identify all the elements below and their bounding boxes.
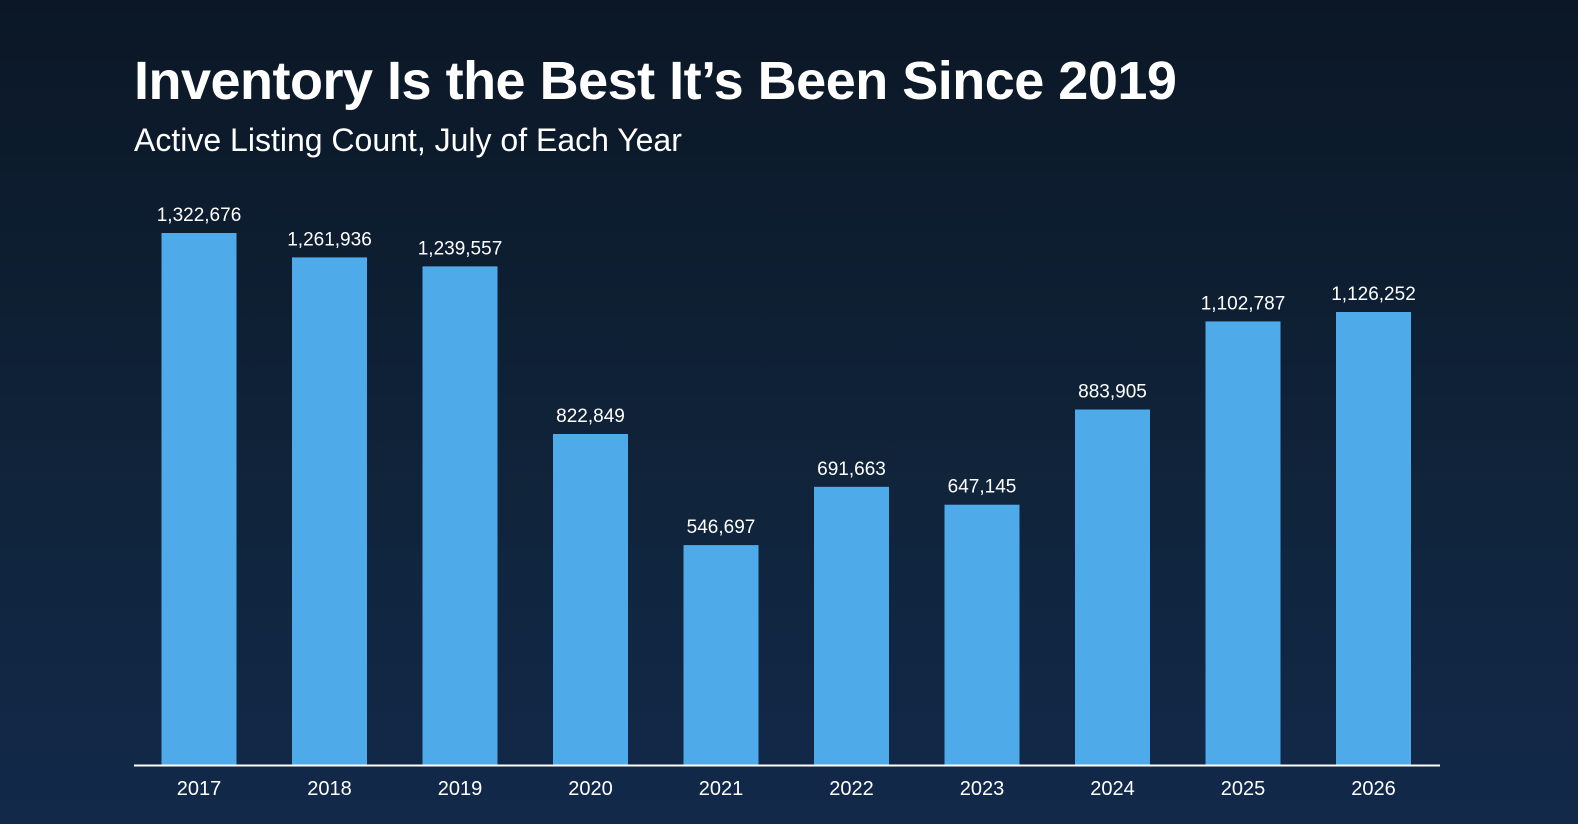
bar-2026 — [1336, 312, 1411, 765]
value-labels-group: 1,322,676 1,261,936 1,239,557 822,849 546,69… — [157, 205, 1416, 538]
bar-2017 — [161, 233, 237, 765]
bar-2024 — [1075, 409, 1150, 765]
bar-2020 — [553, 434, 628, 765]
category-label-2023: 2023 — [960, 778, 1005, 800]
chart-title: Inventory Is the Best It’s Been Since 20… — [134, 51, 1177, 111]
value-label-2024: 883,905 — [1078, 382, 1147, 403]
category-label-2018: 2018 — [307, 778, 352, 800]
category-label-2026: 2026 — [1351, 778, 1396, 800]
value-label-2026: 1,126,252 — [1331, 284, 1416, 305]
category-label-2020: 2020 — [568, 778, 613, 800]
value-label-2018: 1,261,936 — [287, 229, 372, 250]
bar-2023 — [944, 504, 1020, 765]
value-label-2021: 546,697 — [687, 517, 756, 538]
bar-2022 — [814, 486, 889, 765]
category-label-2025: 2025 — [1221, 778, 1266, 800]
bar-2018 — [292, 257, 367, 765]
bar-2021 — [683, 545, 759, 765]
value-label-2020: 822,849 — [556, 406, 625, 427]
value-label-2022: 691,663 — [817, 459, 886, 480]
bar-2025 — [1205, 321, 1281, 765]
chart-subtitle: Active Listing Count, July of Each Year — [134, 122, 682, 158]
value-label-2025: 1,102,787 — [1201, 293, 1286, 314]
bars-group — [161, 233, 1411, 765]
category-label-2022: 2022 — [829, 778, 874, 800]
value-label-2023: 647,145 — [948, 477, 1017, 498]
value-label-2017: 1,322,676 — [157, 205, 242, 226]
value-label-2019: 1,239,557 — [418, 238, 503, 259]
bar-2019 — [422, 266, 498, 765]
category-label-2019: 2019 — [438, 778, 483, 800]
category-labels-group: 2017 2018 2019 2020 2021 2022 2023 2024 2025 2026 — [177, 778, 1396, 800]
category-label-2017: 2017 — [177, 778, 222, 800]
category-label-2024: 2024 — [1090, 778, 1135, 800]
category-label-2021: 2021 — [699, 778, 744, 800]
